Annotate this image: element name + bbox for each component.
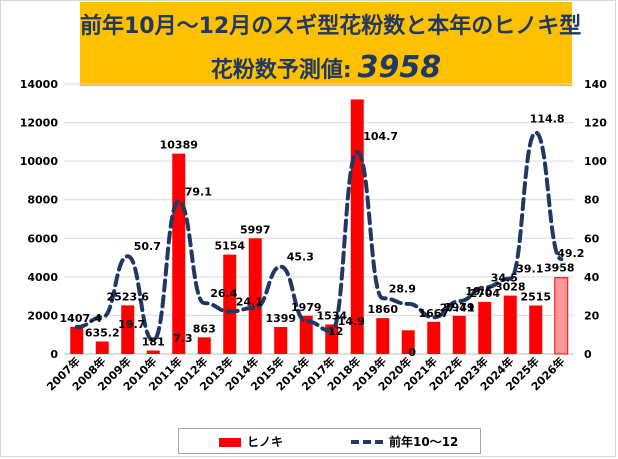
bar-data-label: 3028 (495, 281, 526, 294)
line-data-label: 114.8 (530, 113, 565, 126)
bar-data-label: 3958 (544, 262, 575, 275)
extra-data-label: 12 (328, 325, 343, 338)
bar (197, 337, 211, 354)
line-data-label: 24.1 (236, 296, 263, 309)
line-data-label: 26.4 (210, 287, 237, 300)
line-data-label: 34.5 (491, 271, 518, 284)
bar (529, 305, 543, 354)
bar-data-label: 181 (142, 336, 165, 349)
right-axis-tick-label: 80 (584, 194, 600, 207)
right-axis-tick-label: 140 (584, 78, 607, 91)
right-axis-tick-label: 40 (584, 271, 600, 284)
bar-data-label: 1979 (444, 301, 475, 314)
left-axis-tick-label: 8000 (27, 194, 58, 207)
bar-data-label: 635.2 (85, 326, 120, 339)
bar (121, 305, 135, 354)
right-axis-tick-label: 120 (584, 117, 607, 130)
right-axis-tick-label: 20 (584, 309, 600, 322)
left-axis-tick-label: 4000 (27, 271, 58, 284)
bar (146, 350, 160, 354)
chart-title-line2: 花粉数予測値: 3958 (80, 50, 572, 85)
right-axis-tick-label: 100 (584, 155, 607, 168)
line-data-label: 104.7 (363, 130, 398, 143)
chart-title-line1: 前年10月～12月のスギ型花粉数と本年のヒノキ型 (80, 14, 582, 39)
right-axis-tick-label: 60 (584, 232, 600, 245)
title-banner: 前年10月～12月のスギ型花粉数と本年のヒノキ型 花粉数予測値: 3958 (80, 2, 582, 86)
line-series (74, 130, 564, 343)
bar-data-label: 2704 (469, 287, 500, 300)
bar (172, 153, 186, 354)
line-data-label: 79.1 (185, 185, 212, 198)
bar-data-label: 5154 (214, 240, 245, 253)
extra-data-label: 0 (408, 346, 416, 359)
left-axis-tick-label: 2000 (27, 309, 58, 322)
bar-data-label: 1667 (418, 307, 449, 320)
bar-data-label: 863 (193, 322, 216, 335)
line-data-label: 45.3 (287, 251, 314, 264)
legend-bar-label: ヒノキ (247, 435, 284, 449)
bar (478, 301, 492, 354)
legend-line-swatch (351, 440, 383, 444)
left-axis-tick-label: 0 (50, 348, 58, 361)
bar (401, 330, 415, 354)
bar-data-label: 1399 (265, 312, 296, 325)
line-data-label: 39.1 (516, 263, 543, 276)
bar (427, 321, 441, 354)
bar-data-label: 2515 (520, 290, 551, 303)
extra-data-label: 7.3 (173, 332, 193, 345)
line-data-label: 14.9 (338, 315, 365, 328)
bar-data-label: 1534 (316, 309, 347, 322)
forecast-label: 花粉数予測値: (210, 58, 352, 83)
bar-data-label: 2523.6 (107, 290, 150, 303)
bar-data-label: 1860 (367, 303, 398, 316)
bar (70, 326, 84, 354)
bar (452, 315, 466, 354)
legend: ヒノキ 前年10～12 (178, 428, 481, 454)
line-data-label: 49.2 (557, 247, 584, 260)
line-data-label: 28.9 (389, 282, 416, 295)
left-axis-tick-label: 10000 (20, 155, 59, 168)
bar (223, 254, 237, 354)
left-axis-tick-label: 6000 (27, 232, 58, 245)
left-axis-tick-label: 14000 (20, 78, 59, 91)
bar-data-label: 5997 (240, 223, 271, 236)
forecast-value: 3958 (357, 50, 442, 85)
extra-data-label: 19.7 (118, 318, 145, 331)
line-data-label: 19.6 (465, 285, 492, 298)
bar-data-label: 1407.4 (60, 312, 103, 325)
legend-line-label: 前年10～12 (389, 435, 459, 449)
bar (554, 277, 569, 355)
line-data-label: 27.41 (440, 301, 475, 314)
legend-bar-swatch (219, 438, 241, 447)
bar (299, 315, 313, 354)
bar (95, 341, 109, 354)
bar-data-label: 1979 (291, 301, 322, 314)
bar (376, 318, 390, 354)
bar-data-label: 10389 (160, 139, 198, 152)
right-axis-tick-label: 0 (584, 348, 592, 361)
line-data-label: 50.7 (134, 240, 161, 253)
bar (503, 295, 517, 354)
left-axis-tick-label: 12000 (20, 117, 59, 130)
bar (248, 238, 262, 354)
bar (274, 327, 288, 354)
